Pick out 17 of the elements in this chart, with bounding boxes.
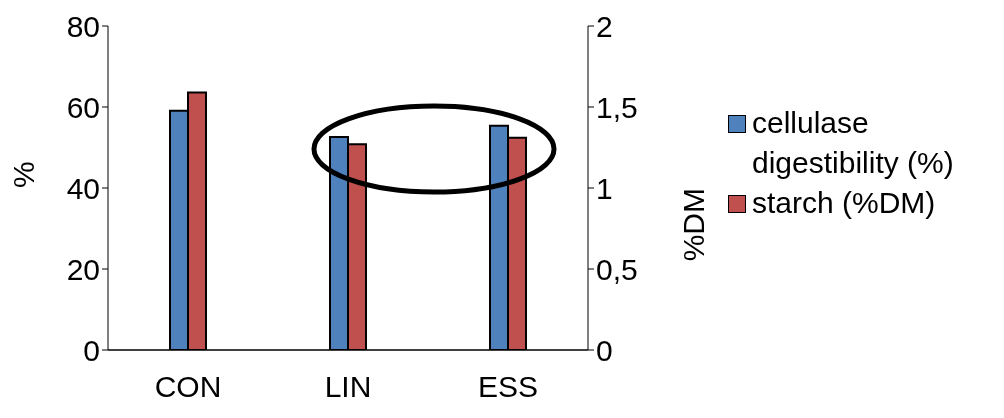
y2-tick-label: 0 bbox=[596, 333, 613, 367]
y2-axis-title: %DM bbox=[676, 188, 710, 262]
y-tick-label: 0 bbox=[83, 333, 100, 367]
legend-label: cellulase digestibility (%) bbox=[752, 105, 955, 181]
y-axis-title: % bbox=[6, 161, 40, 188]
y-tick-label: 60 bbox=[66, 90, 100, 124]
y-tick-label: 40 bbox=[66, 171, 100, 205]
y2-tick-label: 0,5 bbox=[596, 252, 638, 286]
y2-tick-label: 1 bbox=[596, 171, 613, 205]
legend-label: starch (%DM) bbox=[752, 185, 936, 221]
y-tick-label: 20 bbox=[66, 252, 100, 286]
x-tick-label: LIN bbox=[324, 370, 372, 404]
y2-tick-label: 2 bbox=[596, 9, 613, 43]
x-tick-label: CON bbox=[154, 370, 222, 404]
x-tick-label: ESS bbox=[477, 370, 539, 404]
y-tick-label: 80 bbox=[66, 9, 100, 43]
y2-tick-label: 1,5 bbox=[596, 90, 638, 124]
